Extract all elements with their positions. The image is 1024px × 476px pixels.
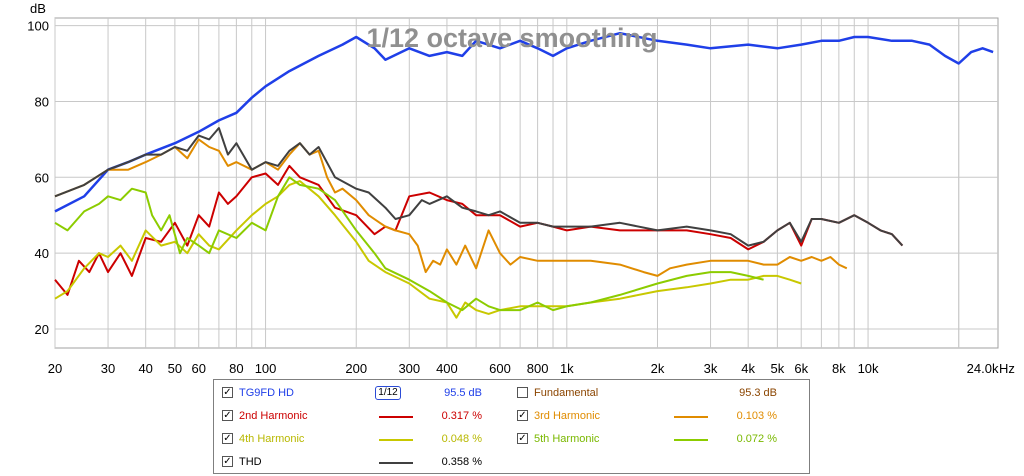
legend-row: ✓ TG9FD HD 1/12 95.5 dB Fundamental 95.3 dB [214, 384, 809, 402]
legend-label: 5th Harmonic [534, 433, 600, 445]
legend-label: 4th Harmonic [239, 433, 305, 445]
series-group [54, 31, 994, 319]
legend-row: ✓ 2nd Harmonic 0.317 % ✓ 3rd Harmonic 0.103 % [214, 407, 809, 425]
x-tick-label: 800 [527, 361, 549, 376]
legend-checkbox[interactable]: ✓ [222, 433, 233, 444]
x-tick-label: 600 [489, 361, 511, 376]
series-line-4th-harmonic [54, 180, 802, 319]
legend-swatch [379, 462, 413, 464]
x-tick-label: 1k [560, 361, 574, 376]
x-tick-label: 50 [168, 361, 182, 376]
legend-value: 0.072 % [736, 433, 777, 445]
chart-title: 1/12 octave smoothing [366, 23, 657, 53]
legend-checkbox[interactable] [517, 387, 528, 398]
legend-checkbox[interactable]: ✓ [222, 410, 233, 421]
y-tick-label: 20 [35, 322, 49, 337]
y-tick-label: 40 [35, 246, 49, 261]
y-tick-label: 80 [35, 94, 49, 109]
y-axis-label: dB [30, 1, 46, 16]
series-line-5th-harmonic [54, 176, 764, 312]
x-tick-label: 80 [229, 361, 243, 376]
series-line-tg9fd-hd [54, 31, 994, 213]
x-tick-label: 10k [858, 361, 879, 376]
legend-checkbox[interactable]: ✓ [517, 433, 528, 444]
legend-checkbox[interactable]: ✓ [517, 410, 528, 421]
frequency-response-chart: 20 40 60 80 100 20 30 40 50 60 80 100 200 300 400 600 80… [27, 1, 1015, 376]
legend-value: 0.317 % [441, 410, 482, 422]
legend-checkbox[interactable]: ✓ [222, 387, 233, 398]
x-tick-label: 8k [832, 361, 846, 376]
legend-row: ✓ 4th Harmonic 0.048 % ✓ 5th Harmonic 0.072 % [214, 430, 809, 448]
legend-value: 0.048 % [441, 433, 482, 445]
axes: 20 40 60 80 100 20 30 40 50 60 80 100 200 300 400 600 80… [27, 19, 999, 376]
legend-value: 95.5 dB [444, 387, 482, 399]
x-tick-label: 40 [138, 361, 152, 376]
x-tick-label: 5k [771, 361, 785, 376]
legend-value: 0.103 % [736, 410, 777, 422]
y-tick-label: 60 [35, 170, 49, 185]
grid [54, 18, 998, 348]
legend-swatch [674, 416, 708, 418]
legend-value: 95.3 dB [739, 387, 777, 399]
legend-checkbox[interactable]: ✓ [222, 456, 233, 467]
series-line-thd [54, 127, 904, 247]
x-tick-label: 3k [704, 361, 718, 376]
legend-row: ✓ THD 0.358 % [214, 453, 809, 471]
x-tick-label: 400 [436, 361, 458, 376]
legend-label: 3rd Harmonic [534, 410, 601, 422]
x-tick-label: 20 [48, 361, 62, 376]
smoothing-button[interactable]: 1/12 [375, 386, 401, 400]
plot-area [54, 17, 999, 349]
x-tick-label: 2k [651, 361, 665, 376]
y-tick-label: 100 [27, 19, 49, 34]
legend-label: 2nd Harmonic [239, 410, 308, 422]
legend-label: THD [239, 456, 262, 468]
x-tick-label: 200 [345, 361, 367, 376]
legend-swatch [674, 439, 708, 441]
legend-panel: ✓ TG9FD HD 1/12 95.5 dB Fundamental 95.3 dB ✓ 2… [213, 379, 810, 474]
x-tick-label: 300 [398, 361, 420, 376]
x-tick-label: 60 [191, 361, 205, 376]
series-line-3rd-harmonic [54, 138, 848, 277]
legend-label: TG9FD HD [239, 387, 294, 399]
x-tick-label: 4k [741, 361, 755, 376]
x-tick-label: 30 [101, 361, 115, 376]
legend-swatch [379, 439, 413, 441]
legend-swatch [379, 416, 413, 418]
legend-value: 0.358 % [441, 456, 482, 468]
x-tick-label: 100 [255, 361, 277, 376]
legend-label: Fundamental [534, 387, 599, 399]
x-tick-label: 6k [794, 361, 808, 376]
x-axis-unit: Hz [999, 361, 1015, 376]
x-tick-label: 24.0k [967, 361, 999, 376]
